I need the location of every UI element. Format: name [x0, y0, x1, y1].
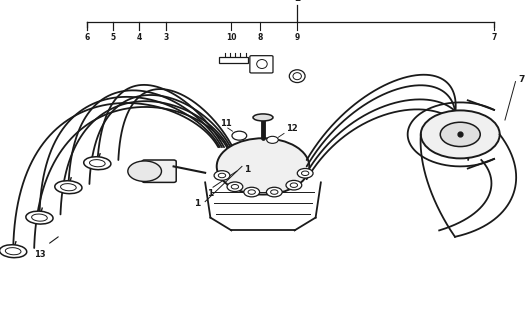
Ellipse shape — [84, 157, 111, 170]
Text: 1: 1 — [244, 165, 250, 174]
Ellipse shape — [0, 245, 27, 258]
Text: 5: 5 — [110, 33, 116, 42]
Text: 11: 11 — [220, 119, 232, 128]
Circle shape — [440, 122, 480, 147]
Ellipse shape — [26, 211, 53, 224]
Text: 6: 6 — [84, 33, 89, 42]
Ellipse shape — [55, 181, 82, 194]
Circle shape — [214, 171, 230, 180]
Circle shape — [128, 161, 161, 181]
FancyBboxPatch shape — [142, 160, 176, 182]
Circle shape — [297, 168, 313, 178]
Text: 12: 12 — [286, 124, 297, 133]
Circle shape — [244, 187, 260, 197]
Ellipse shape — [253, 114, 273, 121]
Text: 4: 4 — [137, 33, 142, 42]
Text: 1: 1 — [194, 199, 200, 208]
Circle shape — [266, 187, 282, 197]
Text: 7: 7 — [518, 76, 524, 84]
Circle shape — [227, 182, 243, 192]
Text: 2: 2 — [294, 0, 300, 3]
Text: 13: 13 — [34, 250, 45, 259]
Text: 3: 3 — [163, 33, 168, 42]
Text: 10: 10 — [226, 33, 237, 42]
Text: 8: 8 — [258, 33, 263, 42]
Circle shape — [421, 110, 500, 158]
FancyBboxPatch shape — [250, 56, 273, 73]
Circle shape — [267, 136, 278, 143]
Text: 7: 7 — [492, 33, 497, 42]
Bar — [219, 57, 248, 63]
Circle shape — [286, 180, 302, 190]
Text: 9: 9 — [295, 33, 300, 42]
Text: 1: 1 — [207, 189, 214, 198]
Circle shape — [217, 138, 309, 195]
Circle shape — [232, 131, 247, 140]
Ellipse shape — [289, 70, 305, 83]
